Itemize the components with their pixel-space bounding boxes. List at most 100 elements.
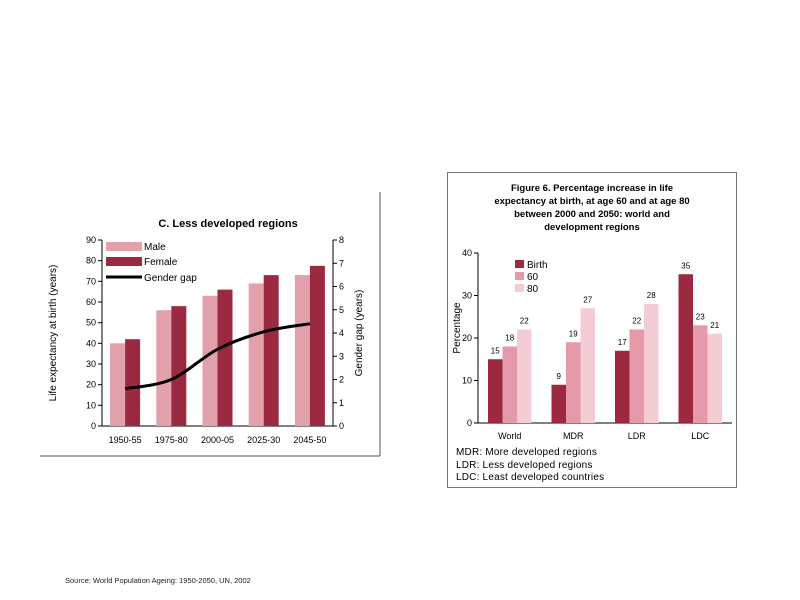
bar-male-2025-30 — [248, 283, 264, 426]
legend-birth-label: Birth — [527, 260, 548, 271]
legend-female-swatch — [106, 257, 142, 266]
data-label: 23 — [696, 312, 705, 321]
bar-female-1950-55 — [125, 339, 141, 426]
right-y-tick-label: 8 — [339, 235, 344, 245]
bar-female-2000-05 — [217, 289, 233, 426]
bar-80-LDR — [644, 304, 659, 423]
less-developed-regions-chart: C. Less developed regions 0 10 20 30 40 50 60 7… — [40, 192, 382, 458]
right-y-tick-label: 2 — [339, 375, 344, 385]
right-y-tick-label: 3 — [339, 351, 344, 361]
figure6-bars-group: 15 18 22 9 19 27 17 22 28 35 23 21 — [488, 261, 722, 423]
left-y-tick-label: 40 — [86, 338, 96, 348]
right-y-tick-label: 7 — [339, 258, 344, 268]
bar-male-2000-05 — [202, 295, 218, 426]
figure6-y-tick-label: 10 — [462, 376, 472, 386]
left-x-tick-label: 2045-50 — [293, 435, 326, 445]
figure6-panel: Figure 6. Percentage increase in life ex… — [447, 172, 737, 488]
bar-birth-LDR — [615, 350, 630, 423]
data-label: 22 — [520, 317, 529, 326]
figure6-y-axis-label: Percentage — [452, 302, 463, 354]
left-y-axis-label: Life expectancy at birth (years) — [48, 265, 59, 402]
figure6-y-tick-label: 0 — [467, 418, 472, 428]
data-label: 17 — [618, 338, 627, 347]
left-bars-group — [110, 265, 325, 426]
figure6-y-tick-label: 20 — [462, 333, 472, 343]
figure6-title-line-3: between 2000 and 2050: world and — [514, 209, 670, 220]
left-y-tick-label: 10 — [86, 400, 96, 410]
figure6-x-tick-label: World — [498, 431, 521, 441]
data-label: 15 — [491, 346, 500, 355]
right-chart-svg: Figure 6. Percentage increase in life ex… — [452, 183, 732, 441]
bar-male-2045-50 — [294, 275, 310, 426]
data-label: 35 — [681, 261, 690, 270]
left-y-tick-label: 80 — [86, 256, 96, 266]
bar-60-World — [502, 346, 517, 423]
legend-80-label: 80 — [527, 284, 539, 295]
left-y-tick-label: 30 — [86, 359, 96, 369]
left-chart-title: C. Less developed regions — [158, 218, 297, 230]
note-mdr: MDR: More developed regions — [456, 447, 598, 458]
note-ldc: LDC: Least developed countries — [456, 472, 605, 483]
data-label: 18 — [505, 334, 514, 343]
bar-60-MDR — [566, 342, 581, 423]
left-y-tick-label: 20 — [86, 380, 96, 390]
left-y-tick-label: 90 — [86, 235, 96, 245]
data-label: 27 — [583, 295, 592, 304]
note-ldr: LDR: Less developed regions — [456, 459, 593, 471]
figure6-x-ticks: World MDR LDR LDC — [498, 431, 710, 441]
gender-gap-line — [124, 322, 311, 391]
right-y-tick-label: 1 — [339, 398, 344, 408]
figure6-x-tick-label: MDR — [563, 431, 584, 441]
source-citation: Source: World Population Ageing: 1950-20… — [65, 576, 251, 585]
left-y-ticks: 0 10 20 30 40 50 60 70 80 90 — [86, 235, 102, 431]
bar-60-LDR — [629, 329, 644, 423]
legend-male-swatch — [106, 242, 142, 251]
bar-male-1975-80 — [156, 310, 172, 426]
figure6-y-tick-label: 30 — [462, 291, 472, 301]
data-label: 28 — [647, 291, 656, 300]
bar-male-1950-55 — [110, 343, 126, 426]
right-y-tick-label: 5 — [339, 305, 344, 315]
left-y-tick-label: 0 — [91, 421, 96, 431]
legend-gap-label: Gender gap — [144, 273, 197, 284]
left-chart-svg: C. Less developed regions 0 10 20 30 40 50 60 7… — [40, 192, 381, 457]
figure6-x-tick-label: LDC — [691, 431, 710, 441]
bar-80-LDC — [707, 333, 722, 423]
figure6-title-line-4: development regions — [544, 222, 640, 233]
bar-female-1975-80 — [171, 306, 187, 426]
bar-80-World — [517, 329, 532, 423]
left-y-tick-label: 60 — [86, 297, 96, 307]
bar-60-LDC — [693, 325, 708, 423]
figure6-title-line-2: expectancy at birth, at age 60 and at ag… — [494, 196, 689, 207]
left-x-ticks: 1950-55 1975-80 2000-05 2025-30 2045-50 — [109, 435, 327, 445]
legend-female-label: Female — [144, 257, 178, 268]
data-label: 19 — [569, 329, 578, 338]
bar-80-MDR — [580, 308, 595, 423]
figure6-notes: MDR: More developed regions LDR: Less de… — [456, 447, 604, 485]
data-label: 21 — [710, 321, 719, 330]
legend-80-swatch — [515, 284, 524, 292]
figure6-x-tick-label: LDR — [628, 431, 647, 441]
bar-female-2045-50 — [309, 265, 325, 426]
bar-birth-MDR — [551, 384, 566, 423]
legend-male-label: Male — [144, 242, 166, 253]
figure6-y-ticks: 0 10 20 30 40 — [462, 248, 478, 428]
figure6-title-line-1: Figure 6. Percentage increase in life — [511, 183, 673, 194]
left-x-tick-label: 2000-05 — [201, 435, 234, 445]
bar-birth-World — [488, 359, 503, 423]
left-y-tick-label: 70 — [86, 276, 96, 286]
data-label: 9 — [557, 372, 562, 381]
left-y-tick-label: 50 — [86, 318, 96, 328]
left-x-tick-label: 1975-80 — [155, 435, 188, 445]
left-x-tick-label: 1950-55 — [109, 435, 142, 445]
legend-60-label: 60 — [527, 272, 539, 283]
bar-birth-LDC — [678, 274, 693, 423]
right-y-ticks: 0 1 2 3 4 5 6 7 8 — [333, 235, 344, 431]
legend-60-swatch — [515, 272, 524, 280]
data-label: 22 — [632, 317, 641, 326]
right-y-tick-label: 4 — [339, 328, 344, 338]
bar-female-2025-30 — [263, 275, 279, 426]
legend-birth-swatch — [515, 260, 524, 268]
left-x-tick-label: 2025-30 — [247, 435, 280, 445]
right-y-axis-label: Gender gap (years) — [354, 290, 365, 377]
